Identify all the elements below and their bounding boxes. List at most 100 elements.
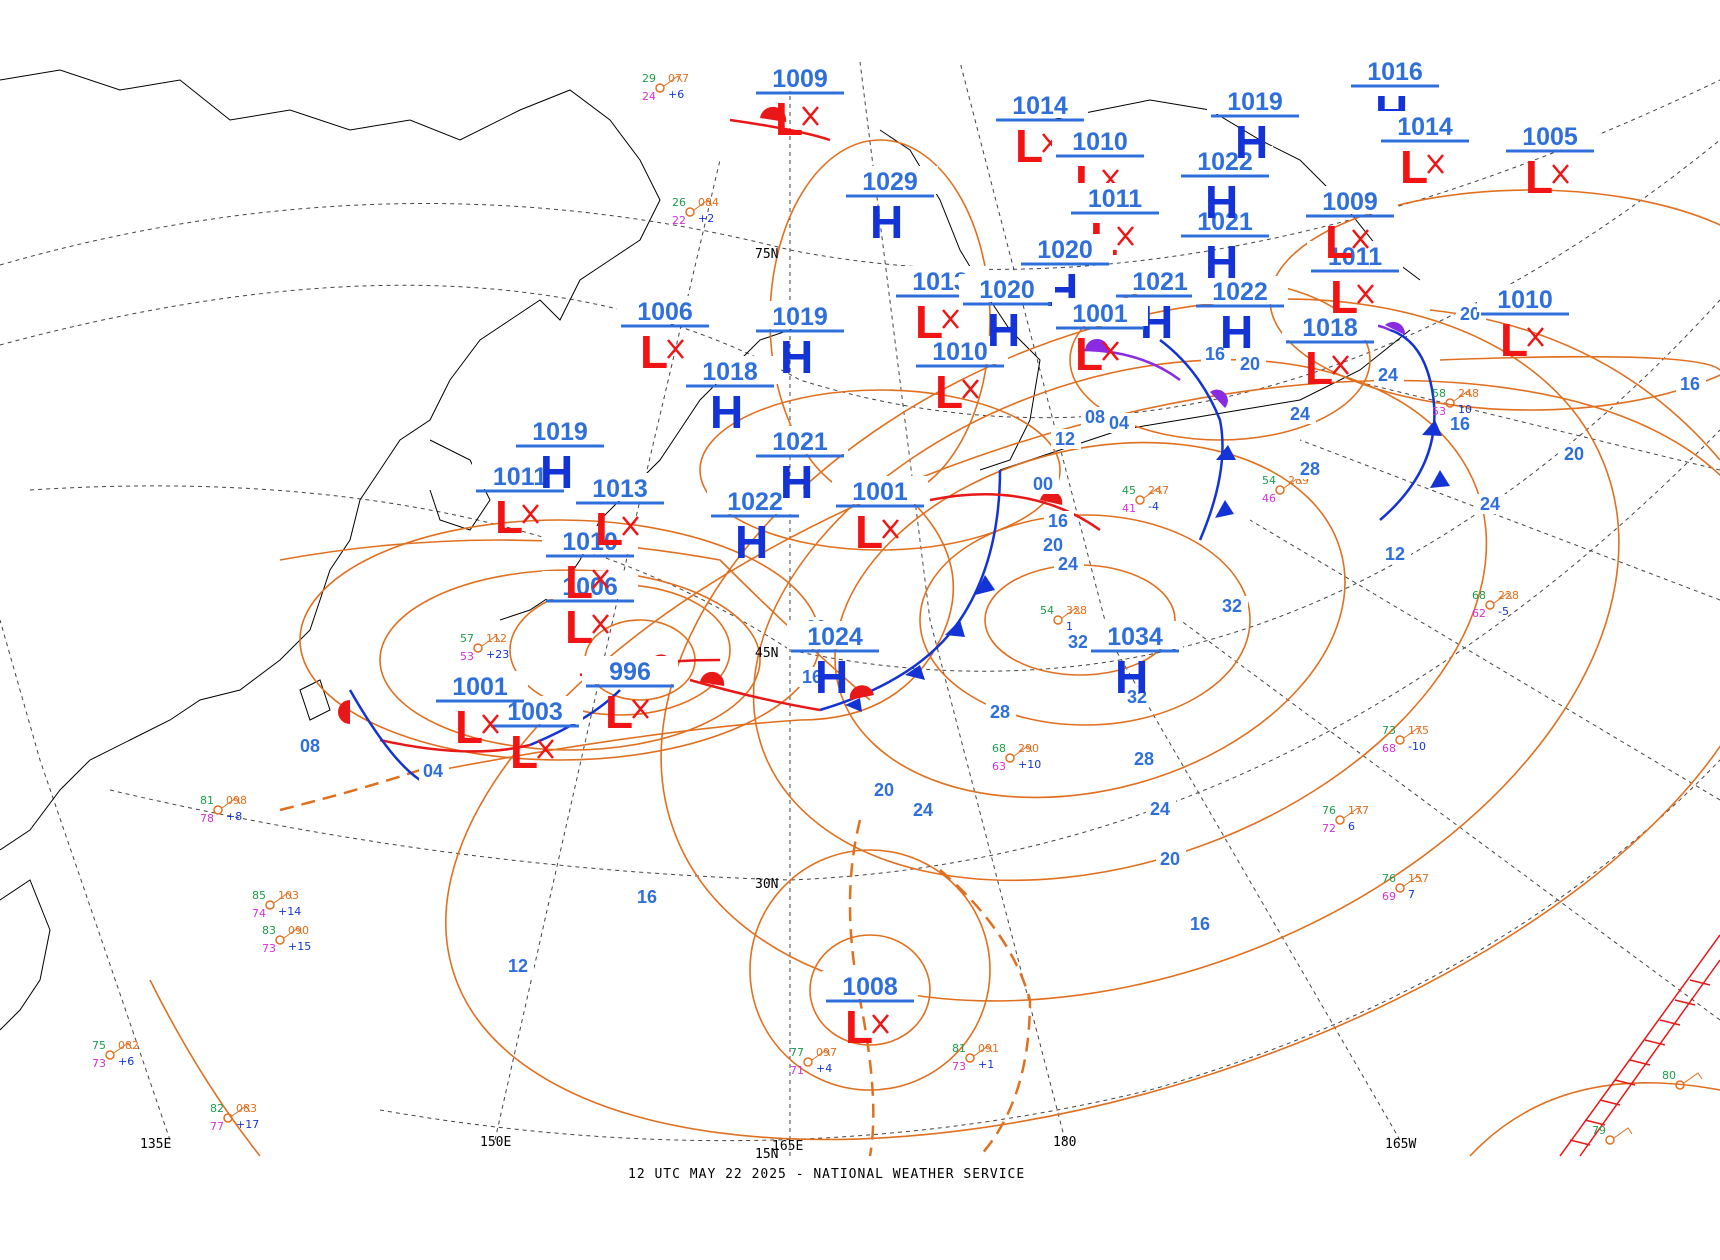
station-temperature: 54 bbox=[1040, 604, 1054, 617]
low-center-mark bbox=[667, 339, 684, 359]
station-temperature: 29 bbox=[642, 72, 656, 85]
isobar-label: 12 bbox=[1385, 544, 1405, 564]
lon-label-150e: 150E bbox=[480, 1135, 511, 1150]
center-label-bg bbox=[682, 356, 778, 384]
wind-barb bbox=[231, 1105, 251, 1117]
center-label-bg bbox=[752, 63, 848, 91]
occl-bump bbox=[1385, 321, 1406, 335]
cold-barb bbox=[1216, 445, 1236, 460]
isobar-label: 32 bbox=[1222, 596, 1242, 616]
meridian-150w bbox=[1179, 619, 1720, 1021]
station-tendency: 7 bbox=[1408, 888, 1415, 901]
isobar-label: 28 bbox=[1300, 459, 1320, 479]
cold-front-west bbox=[348, 689, 421, 782]
pressure-value: 1016 bbox=[1367, 58, 1423, 86]
isobar-label: 20 bbox=[1240, 354, 1260, 374]
isobar-label: 24 bbox=[913, 800, 933, 820]
low-symbol: L bbox=[1330, 271, 1358, 323]
isobar-label-bg bbox=[798, 667, 828, 687]
pressure-value: 1018 bbox=[1302, 314, 1358, 342]
station-plot: 75 082 73 +6 bbox=[92, 1039, 139, 1070]
station-temperature: 79 bbox=[1592, 1124, 1606, 1137]
station-temperature: 57 bbox=[460, 632, 474, 645]
station-circle bbox=[1275, 485, 1285, 495]
station-tendency: -10 bbox=[1408, 740, 1426, 753]
isobar-label-bg bbox=[1123, 687, 1153, 707]
station-circle bbox=[1005, 753, 1015, 763]
center-label-bg bbox=[512, 416, 608, 444]
center-label-bg bbox=[432, 671, 528, 699]
isobar-low-12 bbox=[749, 849, 991, 1091]
isobar-label-bg bbox=[1051, 429, 1081, 449]
wind-barb bbox=[1061, 607, 1081, 619]
wind-barb bbox=[273, 892, 293, 904]
isobar-1012-west bbox=[439, 489, 955, 771]
lat-label-45n: 45N bbox=[755, 646, 778, 661]
station-circle bbox=[265, 900, 275, 910]
low-center-mark bbox=[1102, 341, 1119, 361]
pressure-value: 1022 bbox=[727, 488, 783, 516]
high-symbol: H bbox=[987, 304, 1020, 356]
warm-front-east bbox=[929, 493, 1101, 532]
station-temperature: 26 bbox=[672, 196, 686, 209]
station-dewpoint: 24 bbox=[642, 90, 656, 103]
high-symbol: H bbox=[870, 196, 903, 248]
center-label-bg bbox=[1477, 284, 1573, 312]
station-dewpoint: 53 bbox=[1432, 405, 1446, 418]
station-temperature: 81 bbox=[952, 1042, 966, 1055]
low-symbol: L bbox=[1525, 151, 1553, 203]
isobar-label: 04 bbox=[1109, 413, 1129, 433]
cold-front-far-east bbox=[1379, 328, 1436, 521]
cold-barb bbox=[845, 698, 862, 712]
station-dewpoint: 46 bbox=[1262, 492, 1276, 505]
isobar-sw bbox=[149, 979, 261, 1157]
isobar-1028 bbox=[919, 514, 1251, 726]
cold-front-east bbox=[1159, 339, 1224, 541]
station-tendency: +10 bbox=[1018, 758, 1041, 771]
isobar-label-bg bbox=[986, 702, 1016, 722]
center-label-bg bbox=[707, 486, 803, 514]
warm-bump bbox=[700, 671, 725, 686]
warm-bump bbox=[849, 685, 874, 700]
hatch-marks bbox=[1569, 979, 1711, 1146]
center-label-bg bbox=[1502, 121, 1598, 149]
station-dewpoint: 22 bbox=[672, 214, 686, 227]
pressure-value: 1014 bbox=[1012, 92, 1068, 120]
station-pressure: 103 bbox=[278, 889, 299, 902]
station-plot: 73 175 68 -10 bbox=[1382, 724, 1429, 755]
station-plot: 29 077 24 +6 bbox=[642, 72, 689, 103]
isobar-label: 16 bbox=[1190, 914, 1210, 934]
wind-barb bbox=[1343, 807, 1363, 819]
coast-philippines bbox=[0, 879, 51, 1031]
low-center-mark bbox=[1332, 355, 1349, 375]
station-plot: 81 098 78 +8 bbox=[200, 794, 247, 825]
station-tendency: +15 bbox=[288, 940, 311, 953]
station-tendency: 10 bbox=[1458, 403, 1472, 416]
station-temperature: 76 bbox=[1382, 872, 1396, 885]
meridian-135w bbox=[1249, 519, 1720, 801]
low-symbol: L bbox=[915, 296, 943, 348]
isobar-label: 28 bbox=[1134, 749, 1154, 769]
station-dewpoint: 73 bbox=[262, 942, 276, 955]
station-pressure: 175 bbox=[1408, 724, 1429, 737]
isobar-label: 16 bbox=[1205, 344, 1225, 364]
station-circle bbox=[1135, 495, 1145, 505]
station-pressure: 091 bbox=[978, 1042, 999, 1055]
station-circle bbox=[803, 1057, 813, 1067]
station-tendency: -4 bbox=[1148, 500, 1159, 513]
center-label-bg bbox=[542, 571, 638, 599]
station-dewpoint: 71 bbox=[790, 1064, 804, 1077]
station-tendency: +6 bbox=[668, 88, 684, 101]
station-circle bbox=[1675, 1080, 1685, 1090]
occl-bump bbox=[1210, 389, 1228, 408]
isobar-se-corner bbox=[1469, 1082, 1720, 1157]
